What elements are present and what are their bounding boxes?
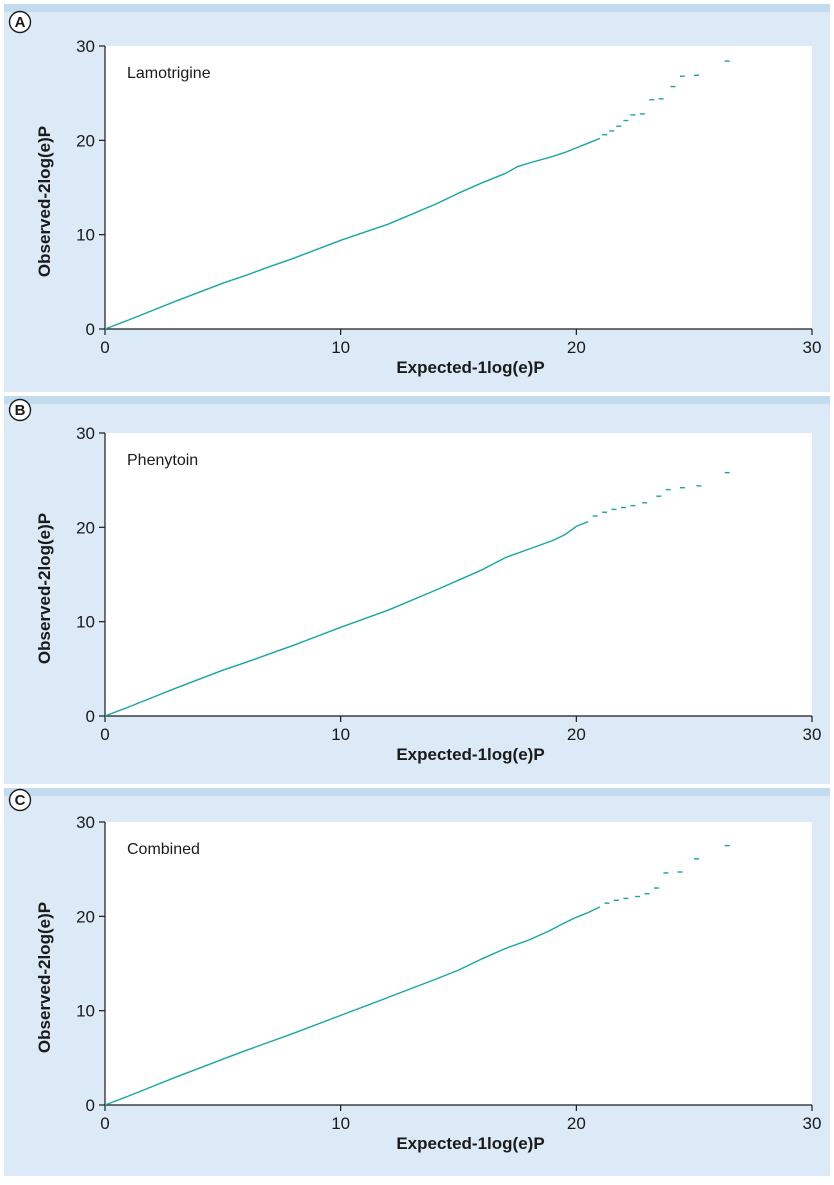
x-axis-title-b: Expected-1log(e)P [396,745,544,764]
x-tick-label-b-1: 10 [331,725,350,744]
plot-area-a [105,46,812,329]
panel-label-c: Combined [127,841,200,858]
x-axis-title-a: Expected-1log(e)P [396,358,544,377]
y-axis-title-c: Observed-2log(e)P [35,902,54,1053]
y-tick-label-c-1: 10 [76,1002,95,1021]
y-tick-label-a-3: 30 [76,37,95,56]
x-axis-title-c: Expected-1log(e)P [396,1134,544,1153]
y-tick-label-c-3: 30 [76,813,95,832]
y-tick-label-a-1: 10 [76,226,95,245]
plot-area-c [105,822,812,1105]
x-tick-label-a-1: 10 [331,338,350,357]
x-tick-label-b-3: 30 [803,725,822,744]
y-tick-label-c-2: 20 [76,907,95,926]
panel-label-b: Phenytoin [127,452,198,469]
y-tick-label-b-2: 20 [76,518,95,537]
y-tick-label-a-0: 0 [86,320,95,339]
x-tick-label-a-0: 0 [100,338,109,357]
x-tick-label-a-3: 30 [803,338,822,357]
y-tick-label-b-1: 10 [76,613,95,632]
x-tick-label-c-0: 0 [100,1114,109,1133]
plot-area-b [105,433,812,716]
y-axis-title-a: Observed-2log(e)P [35,126,54,277]
panel-badge-b [8,398,32,422]
x-tick-label-a-2: 20 [567,338,586,357]
x-tick-label-c-3: 30 [803,1114,822,1133]
x-tick-label-b-0: 0 [100,725,109,744]
x-tick-label-c-2: 20 [567,1114,586,1133]
panel-badge-letter-c: C [15,792,26,809]
panel-label-a: Lamotrigine [127,65,211,82]
panel-badge-c [8,788,32,812]
panel-badge-a [8,10,32,34]
y-tick-label-c-0: 0 [86,1096,95,1115]
y-tick-label-b-0: 0 [86,707,95,726]
qq-series-line-c [104,906,601,1106]
panel-badge-letter-b: B [15,402,26,419]
y-tick-label-b-3: 30 [76,424,95,443]
qq-series-line-a [104,137,601,330]
x-tick-label-c-1: 10 [331,1114,350,1133]
y-axis-title-b: Observed-2log(e)P [35,513,54,664]
panel-badge-letter-a: A [15,14,26,31]
y-tick-label-a-2: 20 [76,131,95,150]
qq-series-line-b [104,521,589,717]
x-tick-label-b-2: 20 [567,725,586,744]
